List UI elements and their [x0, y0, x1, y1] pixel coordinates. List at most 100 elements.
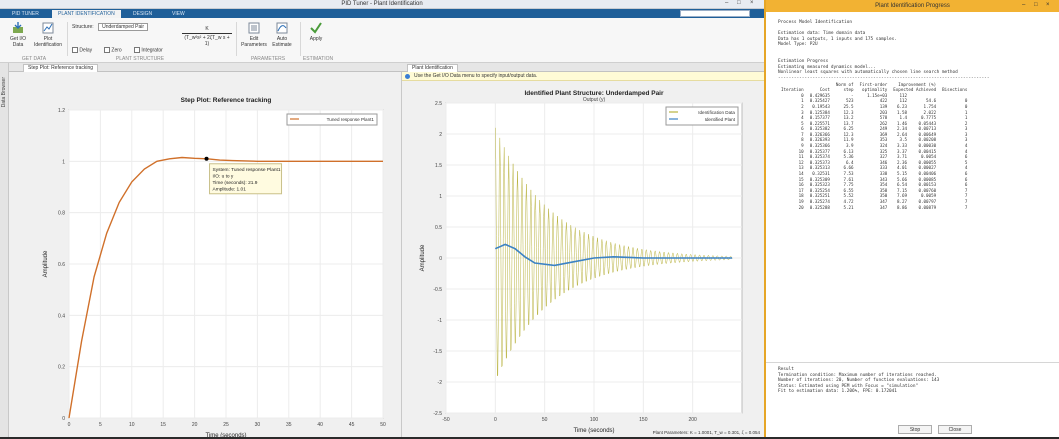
table-cell: 0.00415	[918, 148, 937, 154]
table-row: 18 0.325251 5.52 350 7.69 0.0059 7	[778, 193, 970, 199]
y-tick-label: 2.5	[435, 101, 442, 107]
y-tick-label: -1	[438, 318, 443, 324]
formula-denominator: (T_w²s² + 2ζT_w s + 1)	[184, 35, 230, 47]
table-cell: 0.00055	[918, 159, 937, 165]
table-row: 1 0.325427 523 422 112 54.6 0	[778, 98, 970, 104]
table-cell: -	[851, 92, 854, 98]
table-header-row: Norm of First-order Improvement (%)	[778, 82, 970, 88]
structure-dropdown[interactable]: Underdamped Pair	[98, 23, 149, 31]
legend-entry: Tuned response Plant1	[327, 117, 375, 122]
search-input[interactable]	[680, 10, 750, 17]
table-cell: 358	[879, 187, 888, 193]
table-cell: 324	[879, 143, 888, 149]
table-row: 12 0.325373 6.4 346 2.36 0.00055 5	[778, 160, 970, 166]
table-cell: 0.325366	[809, 143, 830, 149]
delay-checkbox[interactable]: Delay	[72, 47, 102, 53]
tab-view[interactable]: VIEW	[172, 11, 185, 17]
estimate-icon	[276, 22, 288, 34]
y-axis-label: Amplitude	[420, 244, 426, 271]
table-cell: 12	[798, 159, 804, 165]
table-cell: 0.325382	[809, 126, 830, 132]
table-cell: 1.4	[899, 115, 908, 121]
maximize-button[interactable]: □	[737, 0, 741, 6]
close-button[interactable]: ×	[750, 0, 754, 6]
tab-plant-identification[interactable]: PLANT IDENTIFICATION	[52, 10, 121, 18]
datatip-line: Amplitude: 1.01	[213, 186, 247, 192]
chart-title: Identified Plant Structure: Underdamped …	[524, 90, 664, 97]
table-cell: 325	[879, 148, 888, 154]
x-tick-label: 50	[380, 422, 386, 428]
table-cell: 203	[879, 109, 888, 115]
table-cell: 523	[845, 98, 854, 104]
integrator-check[interactable]	[134, 47, 140, 53]
tab-design[interactable]: DESIGN	[133, 11, 153, 17]
table-cell: 343	[879, 176, 888, 182]
table-cell: 6	[964, 182, 968, 188]
table-cell: 0.00760	[918, 187, 937, 193]
tab-pid-tuner[interactable]: PID TUNER	[12, 11, 39, 17]
edit-parameters-button[interactable]: Edit Parameters	[240, 22, 268, 48]
table-cell: 0	[801, 92, 804, 98]
table-cell: 0	[964, 103, 968, 109]
table-cell: 8	[801, 137, 804, 143]
table-cell: 327	[879, 154, 888, 160]
dialog-close-button[interactable]: ×	[1046, 2, 1050, 8]
table-cell: 2.34	[896, 126, 908, 132]
plot-identification-button[interactable]: Plot Identification	[34, 22, 62, 48]
table-cell: 0.0054	[920, 154, 937, 160]
table-cell: 0.00879	[918, 204, 937, 210]
table-cell: 0.00027	[918, 165, 937, 171]
auto-estimate-button[interactable]: Auto Estimate	[268, 22, 296, 48]
integrator-checkbox[interactable]: Integrator	[134, 47, 174, 53]
left-document-tabs: Step Plot: Reference tracking	[9, 63, 401, 72]
y-tick-label: 0.6	[58, 262, 65, 268]
plot-identification-label: Plot Identification	[34, 36, 63, 48]
minimize-button[interactable]: –	[725, 0, 729, 6]
table-cell: 354	[879, 182, 888, 188]
zero-checkbox[interactable]: Zero	[104, 47, 132, 53]
checkmark-icon	[310, 22, 322, 34]
table-cell: 6	[964, 176, 968, 182]
table-cell: 12.3	[843, 131, 854, 137]
tab-plant-identification-plot[interactable]: Plant Identification	[407, 64, 458, 72]
table-row: 19 0.325274 4.72 347 8.27 0.00797 7	[778, 199, 970, 205]
zero-check[interactable]	[104, 47, 110, 53]
structure-selector[interactable]: Structure: Underdamped Pair	[72, 23, 182, 31]
tab-step-plot[interactable]: Step Plot: Reference tracking	[23, 64, 99, 72]
table-cell: 5.36	[843, 154, 854, 160]
step-plot-chart[interactable]: 0 5 10 15 20 25 30 35 40 45 50 0 0.2 0.4 0.6 0.8 1 1.2 Ste…	[9, 72, 401, 439]
table-row: 0 0.429635 - 1.15e+03 112	[778, 93, 970, 99]
stop-button[interactable]: Stop	[898, 425, 932, 434]
dialog-maximize-button[interactable]: □	[1034, 2, 1038, 8]
table-cell: 0.325309	[809, 176, 830, 182]
table-cell: 3.9	[845, 143, 854, 149]
get-io-data-label: Get I/O Data	[9, 36, 27, 48]
table-cell: 7.15	[896, 187, 908, 193]
table-cell: 25.5	[843, 103, 854, 109]
get-io-data-button[interactable]: Get I/O Data	[6, 22, 30, 48]
series-line-identification-data	[495, 127, 733, 377]
dialog-minimize-button[interactable]: –	[1022, 2, 1026, 8]
ribbon-toolstrip: Get I/O Data Plot Identification Structu…	[0, 18, 764, 63]
table-cell: 0.00085	[918, 176, 937, 182]
formula-numerator: K	[182, 26, 232, 34]
apply-button[interactable]: Apply	[304, 22, 328, 42]
legend-box	[665, 106, 739, 126]
legend-entry: Identified Plant	[705, 117, 736, 122]
table-cell: 422	[879, 98, 888, 104]
y-tick-label: 1	[62, 159, 65, 165]
close-dialog-button[interactable]: Close	[938, 425, 972, 434]
delay-check[interactable]	[72, 47, 78, 53]
parameters-icon	[248, 22, 260, 34]
table-cell: 1	[964, 109, 968, 115]
identification-chart[interactable]: -50 0 50 100 150 200 -2.5 -2 -1.5 -1 -0.5 0 0.5 1 1.5 2…	[402, 81, 765, 437]
table-cell: 3	[964, 131, 968, 137]
log-line: Estimating measured dynamics model...	[778, 64, 876, 70]
data-browser-strip[interactable]: Data Browser	[0, 63, 9, 437]
y-tick-label: 1	[439, 194, 442, 200]
table-cell: 5.66	[896, 176, 908, 182]
y-tick-label: -0.5	[433, 287, 442, 293]
dialog-title: Plant Identification Progress	[875, 3, 950, 9]
import-data-icon	[13, 22, 23, 33]
chart-subtitle: Output (y)	[583, 97, 606, 103]
